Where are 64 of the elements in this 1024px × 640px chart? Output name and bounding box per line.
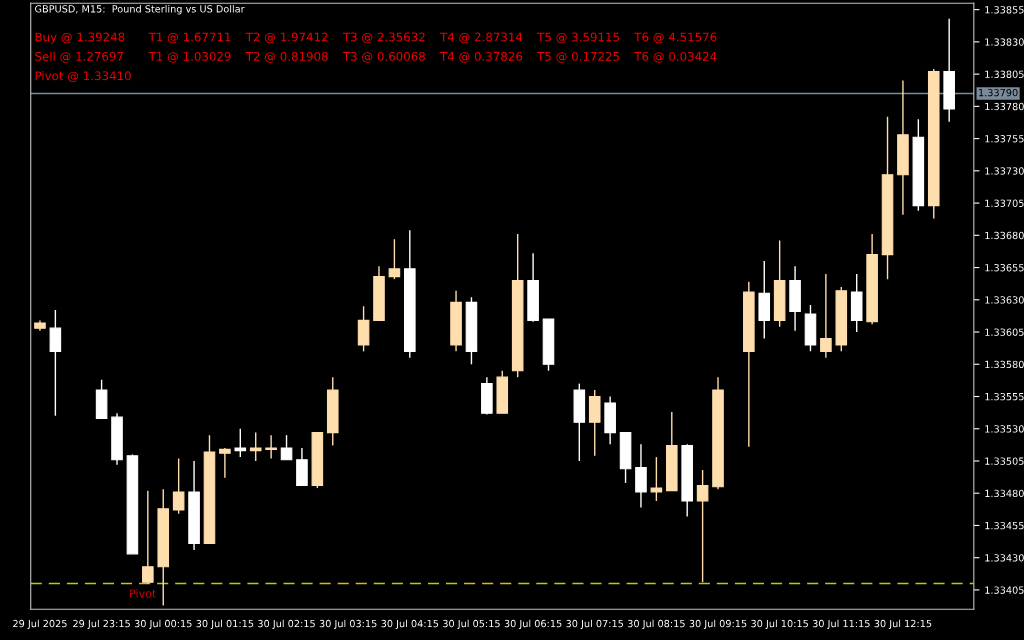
annotation: T5 @ 3.59115 <box>537 32 619 44</box>
ref-line-label: Pivot <box>130 589 157 598</box>
candlestick <box>650 456 663 502</box>
annotation: Pivot @ 1.33410 <box>35 71 131 83</box>
x-tick-label: 30 Jul 09:15 <box>689 619 747 630</box>
x-tick-label: 30 Jul 12:15 <box>874 619 932 630</box>
x-tick-label: 29 Jul 2025 <box>13 619 67 630</box>
chart-title: GBPUSD, M15: Pound Sterling vs US Dollar <box>35 5 245 15</box>
x-tick-label: 30 Jul 02:15 <box>258 619 315 630</box>
annotation: T2 @ 0.81908 <box>245 51 328 63</box>
x-tick-label: 29 Jul 23:15 <box>73 619 130 630</box>
y-tick-label: 1.33830 <box>985 38 1024 46</box>
x-tick-label: 30 Jul 00:15 <box>134 619 192 630</box>
annotation: T1 @ 1.03029 <box>148 51 231 63</box>
y-tick-label: 1.33480 <box>985 489 1024 498</box>
y-tick-label: 1.33655 <box>985 264 1024 272</box>
candlestick <box>219 447 231 479</box>
candlestick <box>234 428 247 458</box>
x-tick-label: 30 Jul 08:15 <box>627 619 685 630</box>
y-tick-label: 1.33430 <box>985 554 1024 562</box>
y-tick-label: 1.33730 <box>985 167 1024 175</box>
annotation: T3 @ 0.60068 <box>342 51 425 63</box>
x-tick-label: 30 Jul 06:15 <box>504 619 562 630</box>
annotation: T6 @ 0.03424 <box>634 51 717 63</box>
annotation: T1 @ 1.67711 <box>148 32 231 44</box>
x-tick-label: 30 Jul 10:15 <box>751 619 808 630</box>
annotation: T6 @ 4.51576 <box>634 32 717 44</box>
annotation: T3 @ 2.35632 <box>342 32 425 44</box>
annotation: Sell @ 1.27697 <box>35 51 123 63</box>
candlestick <box>280 434 293 461</box>
candlestick <box>249 431 262 462</box>
y-tick-label: 1.33580 <box>985 360 1024 369</box>
y-tick-label: 1.33405 <box>985 586 1024 594</box>
y-tick-label: 1.33530 <box>985 425 1024 433</box>
x-tick-label: 30 Jul 03:15 <box>319 619 377 630</box>
y-tick-label: 1.33505 <box>985 457 1024 465</box>
candlestick <box>265 434 277 460</box>
candlestick <box>820 273 832 359</box>
y-tick-label: 1.33605 <box>985 328 1024 336</box>
y-tick-label: 1.33680 <box>985 231 1024 240</box>
annotation: T2 @ 1.97412 <box>245 32 328 44</box>
annotation: T4 @ 0.37826 <box>439 51 523 63</box>
candlestick <box>696 469 709 583</box>
y-tick-label: 1.33805 <box>985 70 1024 78</box>
candlestick <box>49 309 62 417</box>
y-tick-label: 1.33780 <box>985 102 1024 111</box>
x-tick-label: 30 Jul 05:15 <box>443 619 500 630</box>
y-tick-label: 1.33755 <box>985 135 1024 143</box>
y-tick-label: 1.33855 <box>985 6 1024 14</box>
annotation: T4 @ 2.87314 <box>439 32 523 44</box>
y-tick-label: 1.33705 <box>985 199 1024 207</box>
candlestick <box>172 457 185 515</box>
annotation: Buy @ 1.39248 <box>35 32 125 44</box>
candlestick <box>142 489 154 585</box>
y-tick-label: 1.33630 <box>985 296 1024 304</box>
annotation: T5 @ 0.17225 <box>537 51 619 63</box>
y-tick-label: 1.33555 <box>985 392 1024 401</box>
x-tick-label: 30 Jul 04:15 <box>381 619 439 630</box>
ref-line-label: 1.33790 <box>979 88 1018 97</box>
x-tick-label: 30 Jul 01:15 <box>196 619 254 630</box>
x-tick-label: 30 Jul 11:15 <box>812 619 870 630</box>
x-tick-label: 30 Jul 07:15 <box>566 619 624 630</box>
y-tick-label: 1.33455 <box>985 521 1024 530</box>
candlestick <box>388 238 401 280</box>
